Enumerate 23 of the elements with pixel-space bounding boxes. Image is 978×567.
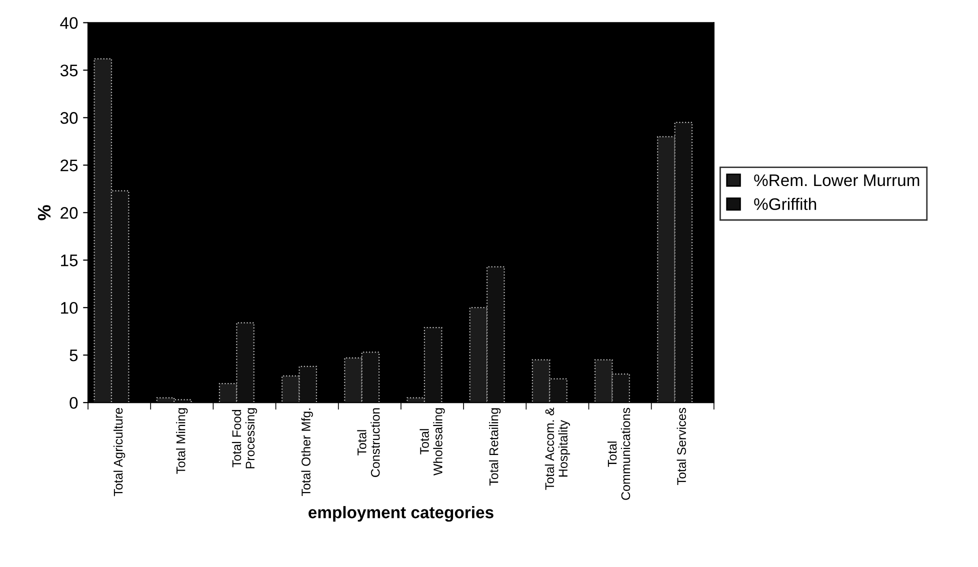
x-tick-label: Total Communications (607, 408, 630, 500)
x-tick-label: Total Wholesaling (420, 408, 445, 476)
legend-label: %Rem. Lower Murrum (754, 174, 920, 186)
legend-label: %Griffith (754, 198, 816, 210)
y-tick-label: 30 (60, 112, 78, 124)
y-tick-label: 5 (70, 350, 78, 362)
x-tick-label: Total Mining (176, 408, 188, 474)
x-tick-label: Total Food Processing (232, 408, 258, 468)
y-tick-label: 20 (60, 207, 78, 219)
x-tick-label: Total Retailing (489, 408, 501, 486)
y-tick-label: 40 (60, 17, 78, 29)
x-tick-label: Total Agriculture (113, 408, 126, 496)
y-tick-label: 15 (61, 254, 78, 266)
x-axis-title: employment categories (308, 506, 494, 522)
x-tick-label: Total Other Mfg. (301, 408, 313, 496)
y-tick-label: 0 (70, 396, 78, 409)
x-tick-label: Total Services (676, 408, 686, 485)
y-tick-label: 25 (60, 160, 78, 172)
y-tick-label: 10 (61, 302, 78, 314)
y-axis-title: % (38, 205, 51, 220)
y-tick-label: 35 (60, 64, 78, 76)
x-tick-label: Total Construction (357, 408, 380, 477)
x-tick-label: Total Accom. & Hospitality (544, 408, 570, 490)
